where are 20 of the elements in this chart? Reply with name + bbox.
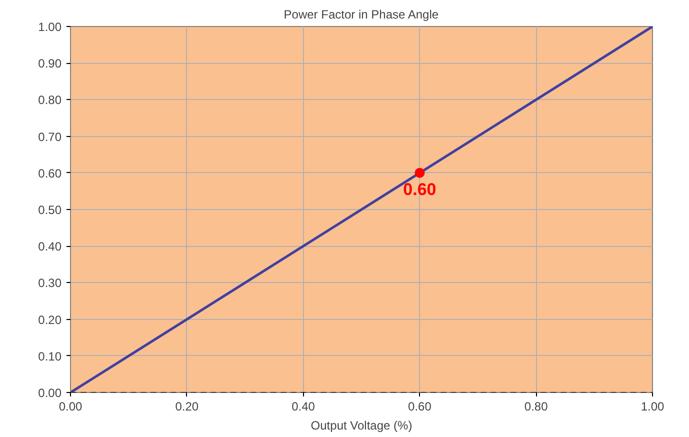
data-label: 0.60 <box>403 180 436 199</box>
y-tick-label: 0.90 <box>38 56 62 71</box>
x-axis-title: Output Voltage (%) <box>310 418 412 432</box>
y-tick-label: 0.60 <box>38 166 62 180</box>
y-tick-label: 0.10 <box>38 349 62 364</box>
x-tick-label: 0.80 <box>524 400 548 414</box>
y-tick-label: 0.40 <box>38 240 62 254</box>
y-tick-label: 1.00 <box>38 20 62 34</box>
y-tick-label: 0.70 <box>38 130 62 144</box>
x-tick-label: 1.00 <box>640 400 665 414</box>
y-tick-label: 0.00 <box>38 386 62 400</box>
x-tick-label: 0.60 <box>408 400 432 414</box>
x-tick-label: 0.40 <box>292 400 316 414</box>
x-tick-label: 0.20 <box>175 400 199 414</box>
chart-title: Power Factor in Phase Angle <box>284 8 439 22</box>
y-tick-label: 0.50 <box>38 203 62 217</box>
y-tick-label: 0.20 <box>38 312 62 327</box>
y-tick-label: 0.80 <box>38 93 62 108</box>
x-tick-label: 0.00 <box>58 400 83 414</box>
y-tick-label: 0.30 <box>38 276 62 290</box>
